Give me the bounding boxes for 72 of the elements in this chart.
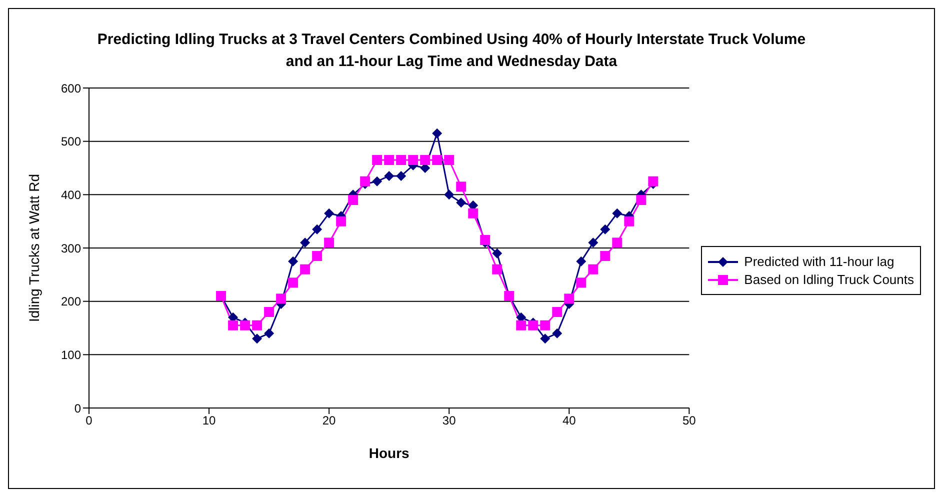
point	[300, 238, 310, 248]
point	[588, 264, 598, 274]
point	[264, 328, 274, 338]
point	[552, 328, 562, 338]
point	[384, 171, 394, 181]
point	[636, 195, 646, 205]
point	[336, 216, 346, 226]
point	[372, 155, 382, 165]
point	[312, 224, 322, 234]
point	[264, 307, 274, 317]
point	[516, 320, 526, 330]
point	[372, 176, 382, 186]
point	[288, 278, 298, 288]
y-tick-label: 100	[60, 348, 82, 362]
y-tick-label: 300	[60, 241, 82, 256]
point	[444, 190, 454, 200]
point	[540, 320, 550, 330]
x-axis-title: Hours	[368, 444, 410, 461]
point	[252, 320, 262, 330]
point	[456, 198, 466, 208]
y-tick-label: 400	[60, 188, 82, 202]
point	[252, 334, 262, 344]
x-tick-label: 0	[86, 414, 93, 428]
point	[492, 248, 502, 258]
point	[444, 155, 454, 165]
point	[360, 176, 370, 186]
point	[612, 208, 622, 218]
point	[624, 216, 634, 226]
chart-title: Predicting Idling Trucks at 3 Travel Centers Combined Using 40% of Hourly Interstate Truck Volume and an 11-hour Lag Time and Wednesday Data	[96, 30, 807, 72]
x-tick-label: 20	[322, 414, 336, 428]
point	[420, 155, 430, 165]
point	[408, 155, 418, 165]
point	[528, 320, 538, 330]
point	[288, 256, 298, 266]
point	[576, 256, 586, 266]
point	[600, 224, 610, 234]
point	[600, 251, 610, 261]
point	[324, 208, 334, 218]
point	[588, 238, 598, 248]
x-tick-label: 30	[442, 414, 456, 428]
x-tick-label: 10	[202, 414, 216, 428]
point	[324, 238, 334, 248]
point	[480, 235, 490, 245]
point	[300, 264, 310, 274]
point	[240, 320, 250, 330]
x-tick-label: 40	[562, 414, 576, 428]
point	[384, 155, 394, 165]
point	[396, 155, 406, 165]
y-tick-label: 0	[74, 401, 82, 416]
x-tick-label: 50	[682, 414, 696, 428]
y-axis-title: Idling Trucks at Watt Rd	[26, 174, 42, 322]
point	[492, 264, 502, 274]
point	[648, 176, 658, 186]
y-tick-label: 600	[60, 81, 82, 96]
y-tick-label: 200	[60, 294, 82, 309]
point	[228, 320, 238, 330]
point	[468, 208, 478, 218]
y-tick-label: 500	[60, 134, 82, 149]
point	[456, 182, 466, 192]
point	[564, 294, 574, 304]
point	[576, 278, 586, 288]
point	[348, 195, 358, 205]
point	[432, 128, 442, 138]
point	[276, 294, 286, 304]
point	[312, 251, 322, 261]
point	[432, 155, 442, 165]
point	[552, 307, 562, 317]
point	[396, 171, 406, 181]
legend-label: Based on Idling Truck Counts	[744, 272, 914, 287]
point	[612, 238, 622, 248]
point	[540, 334, 550, 344]
legend-label: Predicted with 11-hour lag	[744, 254, 894, 269]
